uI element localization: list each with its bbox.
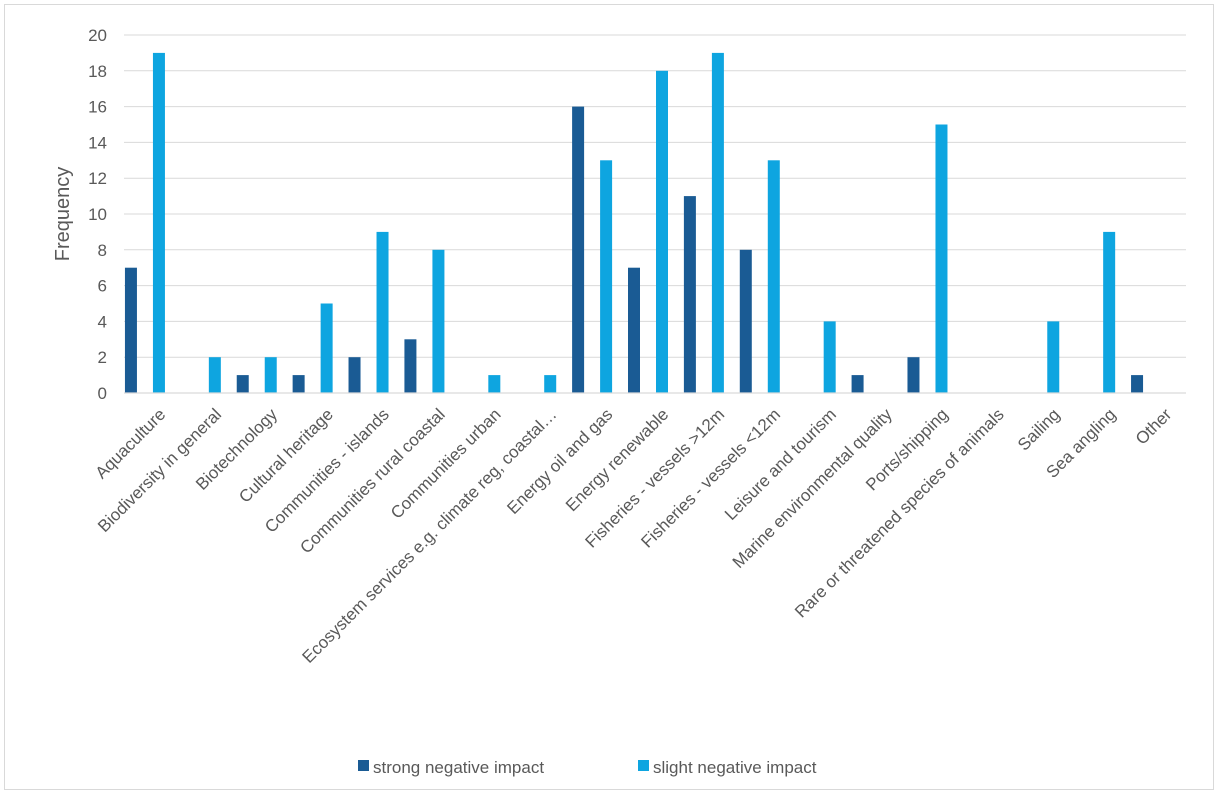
strong-impact-bar — [124, 267, 137, 393]
strong-impact-bar — [739, 249, 752, 393]
strong-impact-bar — [348, 357, 361, 393]
slight-impact-bar — [320, 303, 333, 393]
legend-swatch — [638, 760, 649, 771]
y-tick-label: 20 — [88, 26, 107, 45]
legend-label: strong negative impact — [373, 758, 544, 777]
x-tick-label: Ecosystem services e.g. climate reg, coa… — [299, 405, 561, 667]
legend: strong negative impact slight negative im… — [358, 758, 817, 777]
slight-impact-bar — [544, 375, 557, 393]
slight-impact-bar — [656, 70, 668, 394]
y-tick-label: 8 — [98, 241, 107, 260]
y-tick-label: 12 — [88, 169, 107, 188]
strong-impact-bar — [907, 357, 920, 393]
slight-impact-bar — [208, 357, 221, 393]
slight-impact-bar — [152, 52, 165, 394]
slight-impact-bar — [1047, 321, 1060, 393]
x-tick-label: Other — [1132, 405, 1176, 449]
y-axis-tick-labels: 0 2 4 6 8 10 12 14 16 18 20 — [88, 26, 107, 403]
y-tick-label: 18 — [88, 62, 107, 81]
slight-impact-bar — [935, 124, 948, 393]
x-tick-label: Energy oil and gas — [503, 405, 616, 518]
slight-impact-bar — [600, 160, 613, 393]
chart-frame — [4, 4, 1214, 790]
x-tick-label: Energy renewable — [562, 405, 672, 515]
strong-impact-bar — [683, 196, 696, 393]
strong-impact-bar — [572, 106, 585, 393]
y-tick-label: 16 — [88, 98, 107, 117]
bars — [124, 52, 1144, 394]
slight-impact-bar — [264, 357, 277, 393]
slight-impact-bar — [823, 321, 836, 393]
x-tick-label: Cultural heritage — [235, 405, 337, 507]
y-tick-label: 6 — [98, 277, 107, 296]
y-tick-label: 10 — [88, 205, 107, 224]
y-tick-label: 0 — [98, 384, 107, 403]
slight-impact-bar — [376, 231, 389, 393]
strong-impact-bar — [236, 375, 249, 393]
strong-impact-bar — [851, 375, 864, 393]
y-axis-title: Frequency — [52, 167, 74, 262]
x-tick-label: Sailing — [1014, 405, 1064, 455]
legend-swatch — [358, 760, 369, 771]
strong-impact-bar — [1131, 375, 1144, 393]
y-tick-label: 2 — [98, 348, 107, 367]
y-tick-label: 4 — [98, 312, 107, 331]
legend-label: slight negative impact — [653, 758, 817, 777]
slight-impact-bar — [432, 249, 445, 393]
slight-impact-bar — [711, 52, 724, 394]
strong-impact-bar — [292, 375, 305, 393]
y-tick-label: 14 — [88, 133, 107, 152]
slight-impact-bar — [1103, 231, 1116, 393]
gridlines — [124, 34, 1186, 358]
strong-impact-bar — [628, 267, 640, 393]
slight-impact-bar — [767, 160, 780, 393]
x-tick-label: Rare or threatened species of animals — [791, 405, 1008, 622]
slight-impact-bar — [488, 375, 501, 393]
strong-impact-bar — [404, 339, 417, 393]
